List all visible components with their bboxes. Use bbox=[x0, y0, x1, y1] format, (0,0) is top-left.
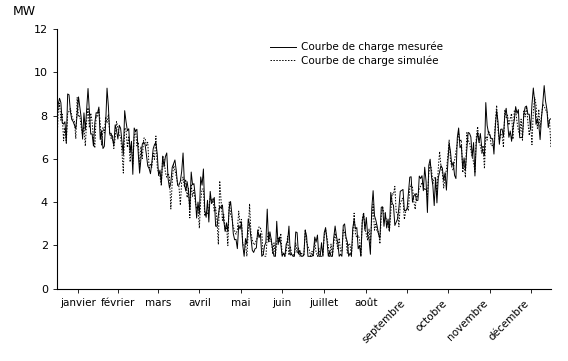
Courbe de charge mesurée bbox=[252, 247, 258, 251]
Courbe de charge simulée bbox=[548, 145, 554, 149]
Courbe de charge simulée bbox=[254, 235, 261, 239]
Courbe de charge simulée bbox=[53, 149, 60, 153]
Courbe de charge simulée bbox=[244, 254, 250, 258]
Courbe de charge mesurée bbox=[189, 183, 196, 187]
Courbe de charge mesurée bbox=[158, 182, 165, 186]
Courbe de charge mesurée bbox=[526, 112, 533, 116]
Courbe de charge mesurée bbox=[478, 145, 485, 150]
Courbe de charge mesurée bbox=[541, 83, 548, 88]
Courbe de charge simulée bbox=[478, 151, 485, 155]
Courbe de charge simulée bbox=[526, 133, 533, 138]
Courbe de charge mesurée bbox=[254, 228, 261, 232]
Courbe de charge simulée bbox=[189, 194, 196, 199]
Courbe de charge mesurée bbox=[53, 121, 60, 126]
Line: Courbe de charge mesurée: Courbe de charge mesurée bbox=[57, 86, 551, 256]
Courbe de charge mesurée bbox=[241, 254, 248, 258]
Courbe de charge simulée bbox=[531, 95, 538, 100]
Legend: Courbe de charge mesurée, Courbe de charge simulée: Courbe de charge mesurée, Courbe de char… bbox=[270, 42, 443, 66]
Courbe de charge simulée bbox=[252, 242, 258, 246]
Line: Courbe de charge simulée: Courbe de charge simulée bbox=[57, 97, 551, 256]
Text: MW: MW bbox=[12, 5, 35, 18]
Courbe de charge mesurée bbox=[548, 117, 554, 121]
Courbe de charge simulée bbox=[158, 184, 165, 188]
